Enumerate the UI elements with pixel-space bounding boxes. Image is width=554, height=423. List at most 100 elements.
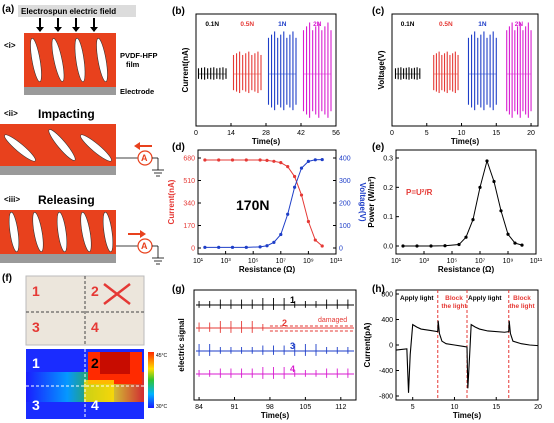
b-legend-1N: 1N (278, 21, 287, 28)
panel-g-label: (g) (172, 284, 185, 295)
e-xtick-label: 10⁷ (475, 258, 486, 265)
d-point (203, 158, 207, 162)
h-annotation-line: Block (513, 295, 531, 302)
d-xlabel: Resistance (Ω) (239, 265, 296, 274)
film-label-1: PVDF-HFP (120, 51, 158, 60)
e-xtick-label: 10⁹ (503, 258, 514, 265)
d-y2label: Voltage(V) (358, 183, 367, 222)
panel-f: (f) 1 2 3 4 1 2 3 4 45°C 30°C (2, 273, 168, 419)
e-ylabel: Power (W/m²) (367, 176, 376, 227)
d-point (320, 157, 324, 162)
e-ytick-label: 0.1 (383, 214, 393, 221)
h-xtick-label: 5 (411, 404, 415, 411)
c-legend-2N: 2N (515, 21, 524, 28)
impacting-label: Impacting (38, 107, 95, 121)
g-xtick-label: 98 (266, 404, 274, 411)
e-point (492, 179, 496, 184)
releasing-label: Releasing (38, 193, 95, 207)
panel-c: (c) 0.1N 0.5N 1N 2N 0 5 10 15 20 Time(s) Voltage(V) (372, 6, 539, 146)
d-xtick-label: 10¹¹ (330, 258, 343, 265)
panel-e-label: (e) (372, 142, 384, 153)
e-point (464, 235, 468, 239)
h-series-line (395, 320, 539, 393)
thermal-quad-1: 1 (32, 355, 40, 371)
photo-quad-3: 3 (32, 319, 40, 335)
d-ytick-label: 300 (339, 178, 351, 185)
c-legend-1N: 1N (478, 21, 487, 28)
e-point (401, 244, 405, 248)
b-xtick-label: 42 (297, 130, 305, 137)
d-point (217, 158, 221, 162)
d-point (258, 158, 262, 162)
g-xtick-label: 91 (231, 404, 239, 411)
d-point (272, 240, 276, 244)
h-ytick-label: -800 (379, 394, 393, 401)
g-series-label-4: 4 (290, 364, 295, 374)
c-xtick-label: 5 (425, 130, 429, 137)
g-annotation: damaged (318, 317, 347, 324)
d-ytick-label: 400 (339, 156, 351, 163)
d-point (258, 245, 262, 249)
e-point (499, 209, 503, 213)
e-xtick-label: 10¹¹ (530, 258, 543, 265)
h-xtick-label: 20 (534, 404, 542, 411)
d-point (313, 158, 317, 162)
e-xlabel: Resistance (Ω) (438, 265, 495, 274)
d-point (299, 166, 304, 170)
e-point (485, 159, 489, 163)
b-legend-2N: 2N (313, 21, 322, 28)
d-point (286, 165, 290, 169)
electrode-1 (24, 87, 116, 95)
photo-quad-4: 4 (91, 319, 99, 335)
d-point (203, 245, 207, 249)
d-point (293, 174, 297, 179)
b-xtick-label: 0 (194, 130, 198, 137)
d-series-line (204, 159, 323, 247)
g-xlabel: Time(s) (261, 411, 290, 420)
e-point (443, 244, 447, 248)
d-point (265, 158, 269, 162)
d-xtick-label: 10⁵ (248, 258, 259, 265)
e-ytick-label: 0.3 (383, 156, 393, 163)
panel-a-label: (a) (2, 4, 14, 15)
e-point (415, 244, 419, 248)
e-point (457, 242, 461, 247)
g-series-label-2: 2 (282, 318, 287, 328)
panel-g: (g) 1 2 3 4 damaged 84 91 98 105 112 Time(s) electri… (172, 284, 357, 420)
film-label: PVDF-HFP film (120, 51, 158, 69)
scale-min: 30°C (156, 404, 168, 410)
photo-quad-2: 2 (91, 283, 99, 299)
h-annotation-line: Block (445, 295, 463, 302)
g-xtick-label: 112 (335, 404, 346, 411)
g-ylabel: electric signal (177, 318, 186, 371)
d-point (299, 193, 304, 197)
d-xtick-label: 10³ (221, 258, 232, 265)
d-point (217, 245, 221, 249)
e-xtick-label: 10¹ (391, 258, 402, 265)
d-point (293, 185, 297, 189)
g-xtick-label: 84 (195, 404, 203, 411)
d-plot-frame (197, 149, 337, 255)
d-point (306, 159, 310, 163)
d-series-line (204, 159, 323, 248)
d-ytick-label: 510 (183, 178, 195, 185)
d-annotation: 170N (236, 197, 269, 213)
e-annotation: P=U²/R (406, 188, 433, 197)
b-xtick-label: 28 (262, 130, 270, 137)
panel-c-label: (c) (372, 6, 384, 17)
g-series-label-3: 3 (290, 341, 295, 351)
h-xtick-label: 10 (451, 404, 459, 411)
thermal-quad-3: 3 (32, 397, 40, 413)
step-3: <iii> (4, 195, 20, 204)
d-xtick-label: 10¹ (193, 258, 204, 265)
d-point (320, 244, 324, 248)
d-xtick-label: 10⁹ (303, 258, 314, 265)
c-ylabel: Voltage(V) (377, 50, 386, 89)
d-ytick-label: 340 (183, 201, 195, 208)
e-series-line (403, 159, 523, 247)
b-legend-0.5N: 0.5N (240, 21, 254, 28)
damage-cross-icon (103, 283, 131, 305)
c-xlabel: Time(s) (451, 137, 480, 146)
e-point (520, 243, 524, 247)
